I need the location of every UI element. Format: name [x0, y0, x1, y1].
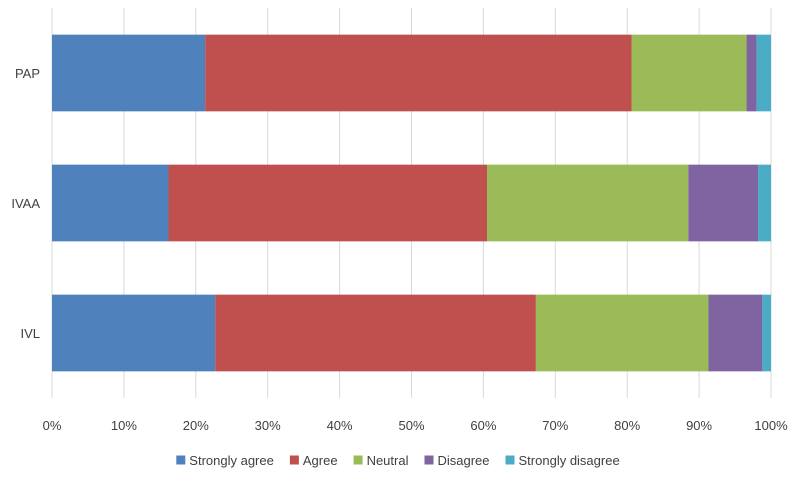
legend: Strongly agree Agree Neutral Disagree Strong… [176, 453, 620, 468]
legend-swatch [353, 455, 363, 465]
bar-segment [746, 34, 757, 112]
x-tick-label: 80% [614, 418, 640, 433]
y-axis: PAP IVAA IVL [11, 66, 40, 341]
bar-segment [52, 294, 216, 372]
legend-swatch [289, 455, 299, 465]
bar-segment [52, 164, 169, 242]
legend-swatch [176, 455, 186, 465]
legend-label: Strongly disagree [519, 453, 620, 468]
x-tick-label: 70% [542, 418, 568, 433]
bar-segment [688, 164, 759, 242]
legend-swatch [505, 455, 515, 465]
legend-label: Strongly agree [189, 453, 274, 468]
bar-segment [756, 34, 771, 112]
legend-swatch [424, 455, 434, 465]
legend-label: Neutral [367, 453, 409, 468]
bar-segment [708, 294, 763, 372]
bar-segment [486, 164, 689, 242]
bar-segment [758, 164, 771, 242]
x-tick-label: 0% [43, 418, 62, 433]
x-tick-label: 60% [470, 418, 496, 433]
bar-segment [205, 34, 632, 112]
x-tick-label: 10% [111, 418, 137, 433]
bar-segment [168, 164, 487, 242]
y-tick-label: PAP [15, 66, 40, 81]
x-tick-label: 100% [754, 418, 788, 433]
bar-segment [631, 34, 747, 112]
bar-segment [52, 34, 206, 112]
bar-segment [215, 294, 536, 372]
y-tick-label: IVL [20, 326, 40, 341]
x-tick-label: 50% [398, 418, 424, 433]
bar-segment [535, 294, 709, 372]
legend-label: Agree [303, 453, 338, 468]
bar-segment [762, 294, 771, 372]
x-tick-label: 30% [255, 418, 281, 433]
x-tick-label: 90% [686, 418, 712, 433]
x-axis: 0% 10% 20% 30% 40% 50% 60% 70% 80% 90% 100% [43, 418, 788, 433]
bars [52, 34, 771, 372]
x-tick-label: 20% [183, 418, 209, 433]
legend-label: Disagree [437, 453, 489, 468]
x-tick-label: 40% [327, 418, 353, 433]
y-tick-label: IVAA [11, 196, 40, 211]
